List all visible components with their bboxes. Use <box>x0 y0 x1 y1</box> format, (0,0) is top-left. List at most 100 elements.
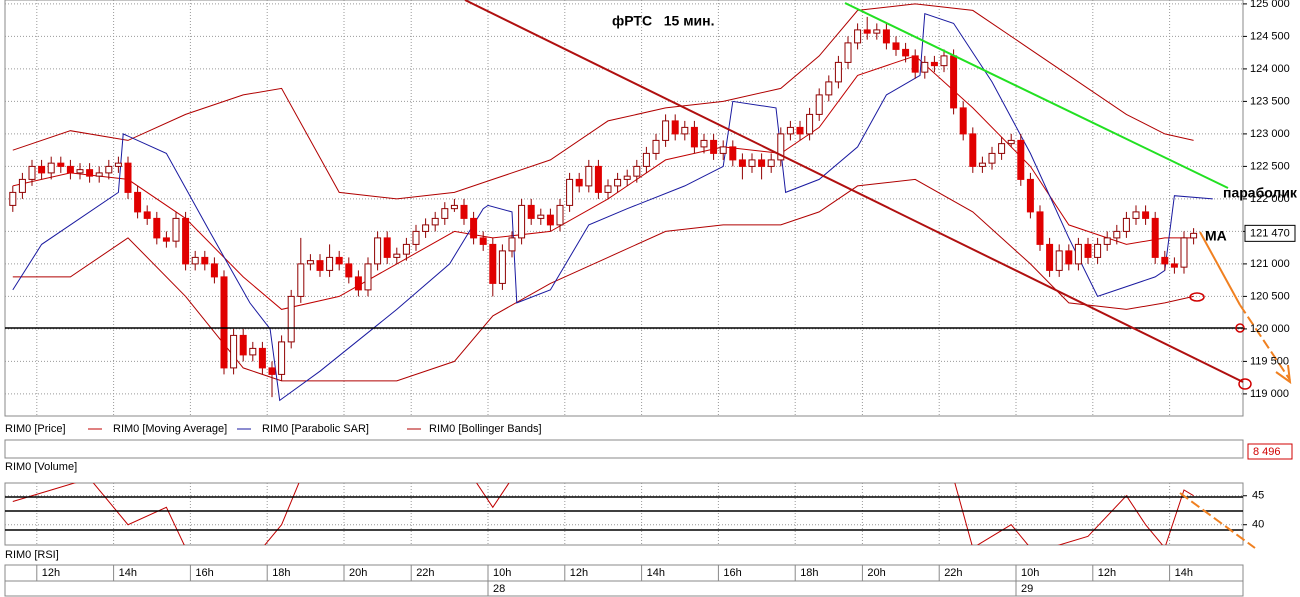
last-price-label: 121 470 <box>1250 227 1290 239</box>
candle-body <box>57 162 65 167</box>
x-tick-label: 12h <box>570 567 588 579</box>
marker <box>1238 378 1252 390</box>
candle-body <box>134 191 142 213</box>
candle-body <box>1026 178 1034 213</box>
candle-body <box>978 162 986 167</box>
candle-body <box>86 169 94 177</box>
candle-body <box>700 139 708 148</box>
x-tick-label: 10h <box>493 567 511 579</box>
date-label: 29 <box>1021 583 1033 595</box>
candle-body <box>834 61 842 83</box>
candle-body <box>777 133 785 161</box>
candle-body <box>633 165 641 177</box>
candle-body <box>450 204 458 210</box>
x-tick-label: 14h <box>119 567 137 579</box>
candle-body <box>758 159 766 167</box>
candle-body <box>508 237 516 252</box>
annotation: параболик <box>1223 185 1298 201</box>
candle-body <box>374 237 382 265</box>
candle-body <box>393 253 401 258</box>
candle-body <box>1017 139 1025 180</box>
candle-body <box>335 256 343 265</box>
candle-body <box>38 165 46 174</box>
candle-body <box>940 55 948 67</box>
candle-body <box>863 29 871 34</box>
candle-body <box>124 162 132 193</box>
date-label: 28 <box>493 583 505 595</box>
arrow-head <box>1275 364 1292 385</box>
x-tick-label: 12h <box>1098 567 1116 579</box>
candle-body <box>882 29 890 44</box>
candle-body <box>498 250 506 284</box>
x-tick-label: 12h <box>42 567 60 579</box>
candle-body <box>306 260 314 265</box>
candle-body <box>566 178 574 206</box>
volume-value-box <box>1247 443 1293 460</box>
candle-body <box>892 42 900 50</box>
candle-body <box>1074 243 1082 265</box>
candle-body <box>998 143 1006 154</box>
candle-body <box>1036 211 1044 245</box>
candle-body <box>546 214 554 226</box>
candle-body <box>191 256 199 265</box>
last-price-box <box>1244 224 1296 242</box>
price-marks <box>9 3 1213 402</box>
candle-body <box>460 204 468 219</box>
candle-body <box>604 185 612 193</box>
candle-body <box>18 178 26 193</box>
candle-body <box>316 260 324 271</box>
y-tick-label: 125 000 <box>1250 0 1290 10</box>
y-tick-label: 119 000 <box>1250 388 1289 400</box>
candle-body <box>796 126 804 135</box>
x-tick-label: 10h <box>1021 567 1039 579</box>
candle-body <box>1151 217 1159 258</box>
legend-label: RIM0 [Moving Average] <box>113 423 227 435</box>
candle-body <box>210 263 218 278</box>
x-tick-label: 22h <box>416 567 434 579</box>
candle-body <box>518 204 526 239</box>
y-tick-label: 124 500 <box>1250 30 1290 42</box>
candle-body <box>844 42 852 63</box>
candle-body <box>1007 139 1015 145</box>
candle-body <box>911 55 919 73</box>
candle-body <box>278 341 286 375</box>
candle-body <box>642 152 650 167</box>
candle-body <box>105 165 113 174</box>
candle-body <box>1055 250 1063 271</box>
candle-body <box>930 61 938 67</box>
candle-body <box>201 256 209 265</box>
candle-body <box>719 146 727 154</box>
rsi-line <box>12 483 1194 545</box>
candle-body <box>671 120 679 135</box>
candle-body <box>364 263 372 291</box>
candle-body <box>690 126 698 148</box>
y-tick-label: 120 500 <box>1250 290 1290 302</box>
candle-body <box>28 165 36 180</box>
annotation: MA <box>1205 228 1227 244</box>
candle-body <box>172 217 180 242</box>
candle-body <box>441 208 449 219</box>
candle-body <box>1142 211 1150 219</box>
candle-body <box>815 94 823 115</box>
bollinger-upper <box>12 3 1194 200</box>
candle-body <box>614 178 622 187</box>
candle-body <box>806 113 814 135</box>
candle-body <box>76 169 84 174</box>
panel-label: RIM0 [RSI] <box>5 549 59 561</box>
candle-body <box>66 165 74 174</box>
candle-body <box>950 55 958 109</box>
candle-body <box>431 217 439 226</box>
candle-body <box>594 165 602 193</box>
x-tick-label: 16h <box>195 567 213 579</box>
legend-label: RIM0 [Parabolic SAR] <box>262 423 369 435</box>
candle-body <box>575 178 583 187</box>
candle-body <box>162 237 170 242</box>
x-tick-label: 14h <box>1175 567 1193 579</box>
candle-body <box>710 139 718 154</box>
x-tick-label: 22h <box>944 567 962 579</box>
rsi-panel <box>4 482 1244 546</box>
candle-body <box>354 276 362 291</box>
candle-body <box>652 139 660 154</box>
candle-body <box>969 133 977 167</box>
